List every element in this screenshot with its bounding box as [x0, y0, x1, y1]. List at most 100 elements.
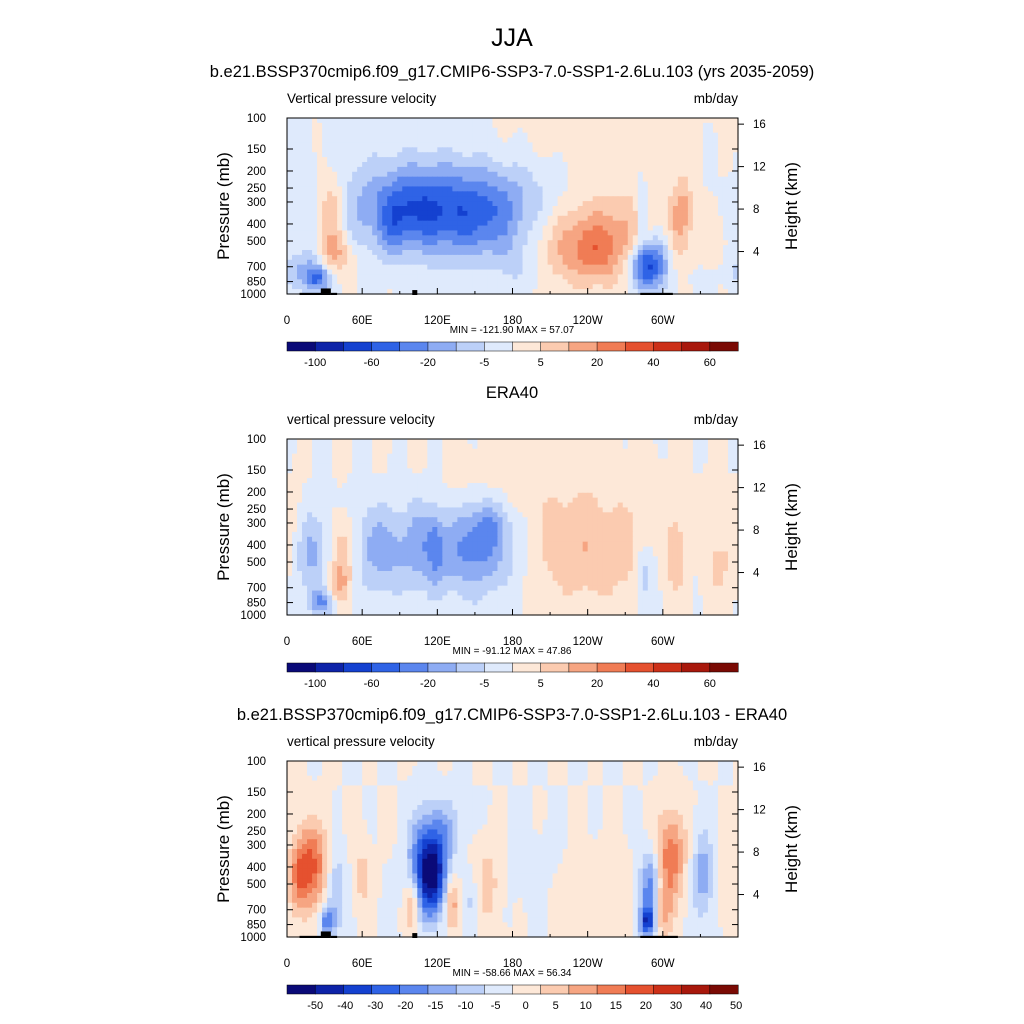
heatmap-cell: [297, 137, 303, 144]
heatmap-cell: [332, 127, 338, 134]
heatmap-cell: [417, 473, 423, 479]
heatmap-cell: [672, 279, 679, 285]
heatmap-cell: [672, 468, 679, 474]
heatmap-cell: [382, 137, 388, 144]
heatmap-cell: [647, 279, 654, 285]
heatmap-cell: [707, 147, 714, 153]
heatmap-cell: [657, 240, 664, 246]
heatmap-cell: [452, 215, 458, 222]
heatmap-cell: [312, 210, 318, 217]
heatmap-cell: [697, 254, 704, 261]
heatmap-cell: [317, 483, 323, 489]
heatmap-cell: [677, 191, 684, 197]
heatmap-cell: [392, 162, 398, 168]
heatmap-cell: [397, 522, 403, 528]
heatmap-cell: [442, 274, 448, 280]
heatmap-cell: [482, 176, 489, 183]
heatmap-cell: [427, 127, 433, 134]
heatmap-cell: [332, 254, 338, 261]
heatmap-cell: [707, 191, 714, 197]
heatmap-cell: [522, 250, 529, 256]
heatmap-cell: [437, 171, 443, 178]
heatmap-cell: [617, 443, 624, 450]
heatmap-cell: [437, 132, 443, 139]
heatmap-cell: [627, 181, 634, 188]
heatmap-cell: [372, 186, 378, 192]
heatmap-cell: [492, 250, 499, 256]
heatmap-cell: [642, 473, 649, 479]
heatmap-cell: [537, 181, 544, 188]
heatmap-cell: [427, 215, 433, 222]
heatmap-cell: [382, 527, 388, 533]
heatmap-cell: [467, 468, 474, 474]
heatmap-cell: [457, 142, 463, 148]
heatmap-cell: [487, 522, 494, 528]
heatmap-cell: [452, 284, 458, 290]
heatmap-cell: [637, 250, 644, 256]
heatmap-cell: [367, 122, 373, 129]
heatmap-cell: [357, 230, 363, 236]
heatmap-cell: [542, 269, 549, 276]
heatmap-cell: [297, 235, 303, 241]
heatmap-cell: [592, 181, 599, 188]
heatmap-cell: [642, 284, 649, 290]
heatmap-cell: [697, 443, 704, 450]
heatmap-cell: [672, 157, 679, 163]
heatmap-cell: [612, 458, 619, 465]
heatmap-cell: [667, 453, 674, 460]
heatmap-cell: [507, 463, 514, 469]
heatmap-cell: [687, 458, 694, 465]
heatmap-cell: [632, 473, 639, 479]
heatmap-cell: [602, 206, 609, 212]
heatmap-cell: [467, 176, 474, 183]
heatmap-cell: [492, 186, 499, 192]
heatmap-cell: [622, 191, 629, 197]
heatmap-cell: [577, 443, 584, 450]
heatmap-cell: [387, 240, 393, 246]
heatmap-cell: [382, 176, 388, 183]
heatmap-cell: [722, 522, 729, 528]
heatmap-cell: [422, 162, 428, 168]
heatmap-cell: [587, 152, 594, 158]
heatmap-cell: [462, 269, 468, 276]
heatmap-cell: [562, 279, 569, 285]
heatmap-cell: [447, 487, 453, 494]
heatmap-cell: [597, 196, 604, 202]
heatmap-cell: [392, 240, 398, 246]
heatmap-cell: [427, 269, 433, 276]
heatmap-cell: [567, 171, 574, 178]
heatmap-cell: [342, 191, 348, 197]
heatmap-cell: [562, 118, 569, 124]
heatmap-cell: [537, 443, 544, 450]
heatmap-cell: [707, 201, 714, 207]
heatmap-cell: [667, 210, 674, 217]
heatmap-cell: [617, 473, 624, 479]
heatmap-cell: [647, 162, 654, 168]
heatmap-cell: [657, 220, 664, 227]
heatmap-cell: [412, 215, 418, 222]
heatmap-cell: [542, 453, 549, 460]
heatmap-cell: [607, 468, 614, 474]
heatmap-cell: [692, 196, 699, 202]
heatmap-cell: [377, 152, 383, 158]
heatmap-cell: [697, 502, 704, 509]
heatmap-cell: [477, 122, 484, 129]
heatmap-cell: [667, 186, 674, 192]
heatmap-cell: [582, 492, 589, 499]
heatmap-cell: [687, 166, 694, 173]
heatmap-cell: [307, 230, 313, 236]
heatmap-cell: [352, 166, 358, 173]
heatmap-cell: [477, 162, 484, 168]
heatmap-cell: [577, 517, 584, 523]
heatmap-cell: [662, 289, 669, 295]
heatmap-cell: [707, 453, 714, 460]
heatmap-cell: [527, 152, 534, 158]
heatmap-cell: [582, 468, 589, 474]
heatmap-cell: [457, 468, 463, 474]
heatmap-cell: [562, 259, 569, 266]
heatmap-cell: [632, 230, 639, 236]
heatmap-cell: [562, 176, 569, 183]
heatmap-cell: [452, 487, 458, 494]
heatmap-cell: [492, 483, 499, 489]
heatmap-cell: [497, 201, 504, 207]
